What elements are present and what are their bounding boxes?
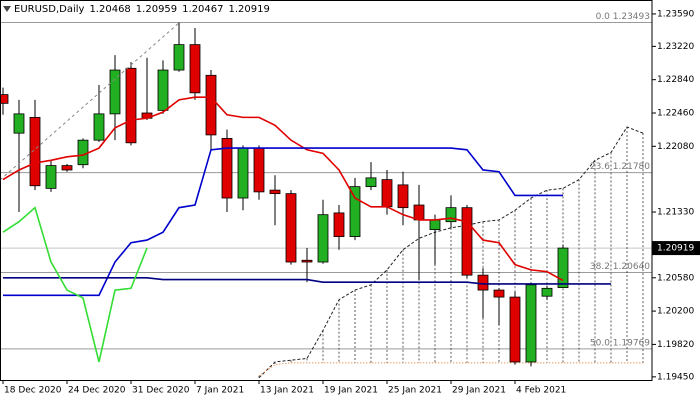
candle-body — [541, 287, 553, 297]
plot-frame — [0, 0, 653, 381]
x-tick-label: 29 Jan 2021 — [452, 386, 506, 396]
header-low: 1.20467 — [182, 4, 223, 15]
candle-body — [221, 138, 233, 199]
candle-body — [477, 274, 489, 291]
candle-body — [381, 179, 393, 208]
x-tick-label: 25 Jan 2021 — [388, 386, 442, 396]
candle-body — [125, 67, 137, 144]
y-tick-label: 1.22080 — [657, 142, 694, 152]
candle-body — [173, 44, 185, 71]
candle-body — [429, 219, 441, 230]
indicator-line — [2, 96, 564, 282]
candle-body — [13, 113, 25, 134]
x-tick-label: 18 Dec 2020 — [4, 386, 62, 396]
candle-body — [189, 44, 201, 94]
x-tick-label: 19 Jan 2021 — [324, 386, 378, 396]
x-tick-label: 4 Feb 2021 — [516, 386, 566, 396]
candle-body — [333, 212, 345, 237]
cloud-span-b — [258, 362, 643, 377]
candle-body — [109, 69, 121, 115]
candle-body — [61, 165, 73, 171]
candle-body — [365, 177, 377, 188]
candle-body — [317, 214, 329, 263]
y-tick-label: 1.23590 — [657, 9, 694, 19]
x-tick-label: 13 Jan 2021 — [260, 386, 314, 396]
indicator-line — [3, 276, 611, 285]
header: EURUSD,Daily 1.20468 1.20959 1.20467 1.20919 — [14, 4, 270, 15]
y-tick-label: 1.22840 — [657, 75, 694, 85]
candle-body — [349, 186, 361, 237]
candle-body — [301, 259, 313, 263]
candle-body — [509, 296, 521, 363]
x-tick-label: 7 Jan 2021 — [196, 386, 244, 396]
candle-body — [157, 69, 169, 111]
candle-body — [285, 193, 297, 263]
candle-body — [205, 74, 217, 136]
fib-label: 38.2 1.20640 — [590, 262, 650, 272]
symbol-icon — [3, 6, 11, 12]
plot-layer: 0.0 1.23493 23.6 1.21780 38.2 1.20640 50.0 … — [0, 12, 652, 379]
y-tick-label: 1.20200 — [657, 307, 694, 317]
y-tick-label: 1.22460 — [657, 108, 694, 118]
candle-body — [0, 94, 9, 104]
candle-body — [525, 284, 537, 363]
candle-body — [77, 139, 89, 166]
candle-body — [461, 207, 473, 276]
candle-body — [557, 247, 569, 289]
indicator-line — [2, 206, 148, 363]
fib-label: 23.6 1.21780 — [590, 162, 650, 172]
header-close: 1.20919 — [229, 4, 270, 15]
candle-body — [237, 147, 249, 199]
candle-body — [445, 207, 457, 223]
y-tick-label: 1.21330 — [657, 208, 694, 218]
candle-body — [253, 147, 265, 193]
candle-body — [413, 204, 425, 221]
candle-body — [29, 116, 41, 187]
candle-body — [45, 165, 57, 189]
y-tick-label: 1.19450 — [657, 372, 694, 382]
candle-body — [269, 189, 281, 195]
candle-body — [93, 113, 105, 141]
candle-body — [493, 289, 505, 298]
x-tick-label: 24 Dec 2020 — [68, 386, 126, 396]
y-tick-label: 1.20580 — [657, 273, 694, 283]
current-price-label: 1.20919 — [657, 244, 694, 254]
header-symbol: EURUSD,Daily — [14, 4, 85, 15]
y-tick-label: 1.23220 — [657, 42, 694, 52]
cloud-span-a — [258, 126, 644, 379]
fib-label: 0.0 1.23493 — [596, 12, 650, 22]
header-open: 1.20468 — [89, 4, 130, 15]
y-tick-label: 1.19820 — [657, 340, 694, 350]
candle-body — [397, 184, 409, 209]
x-tick-label: 31 Dec 2020 — [132, 386, 190, 396]
header-high: 1.20959 — [136, 4, 177, 15]
current-price-box — [652, 241, 700, 256]
indicator-line — [3, 147, 563, 297]
fib-label: 50.0 1.19769 — [590, 338, 650, 348]
fib-trendline — [0, 21, 181, 181]
